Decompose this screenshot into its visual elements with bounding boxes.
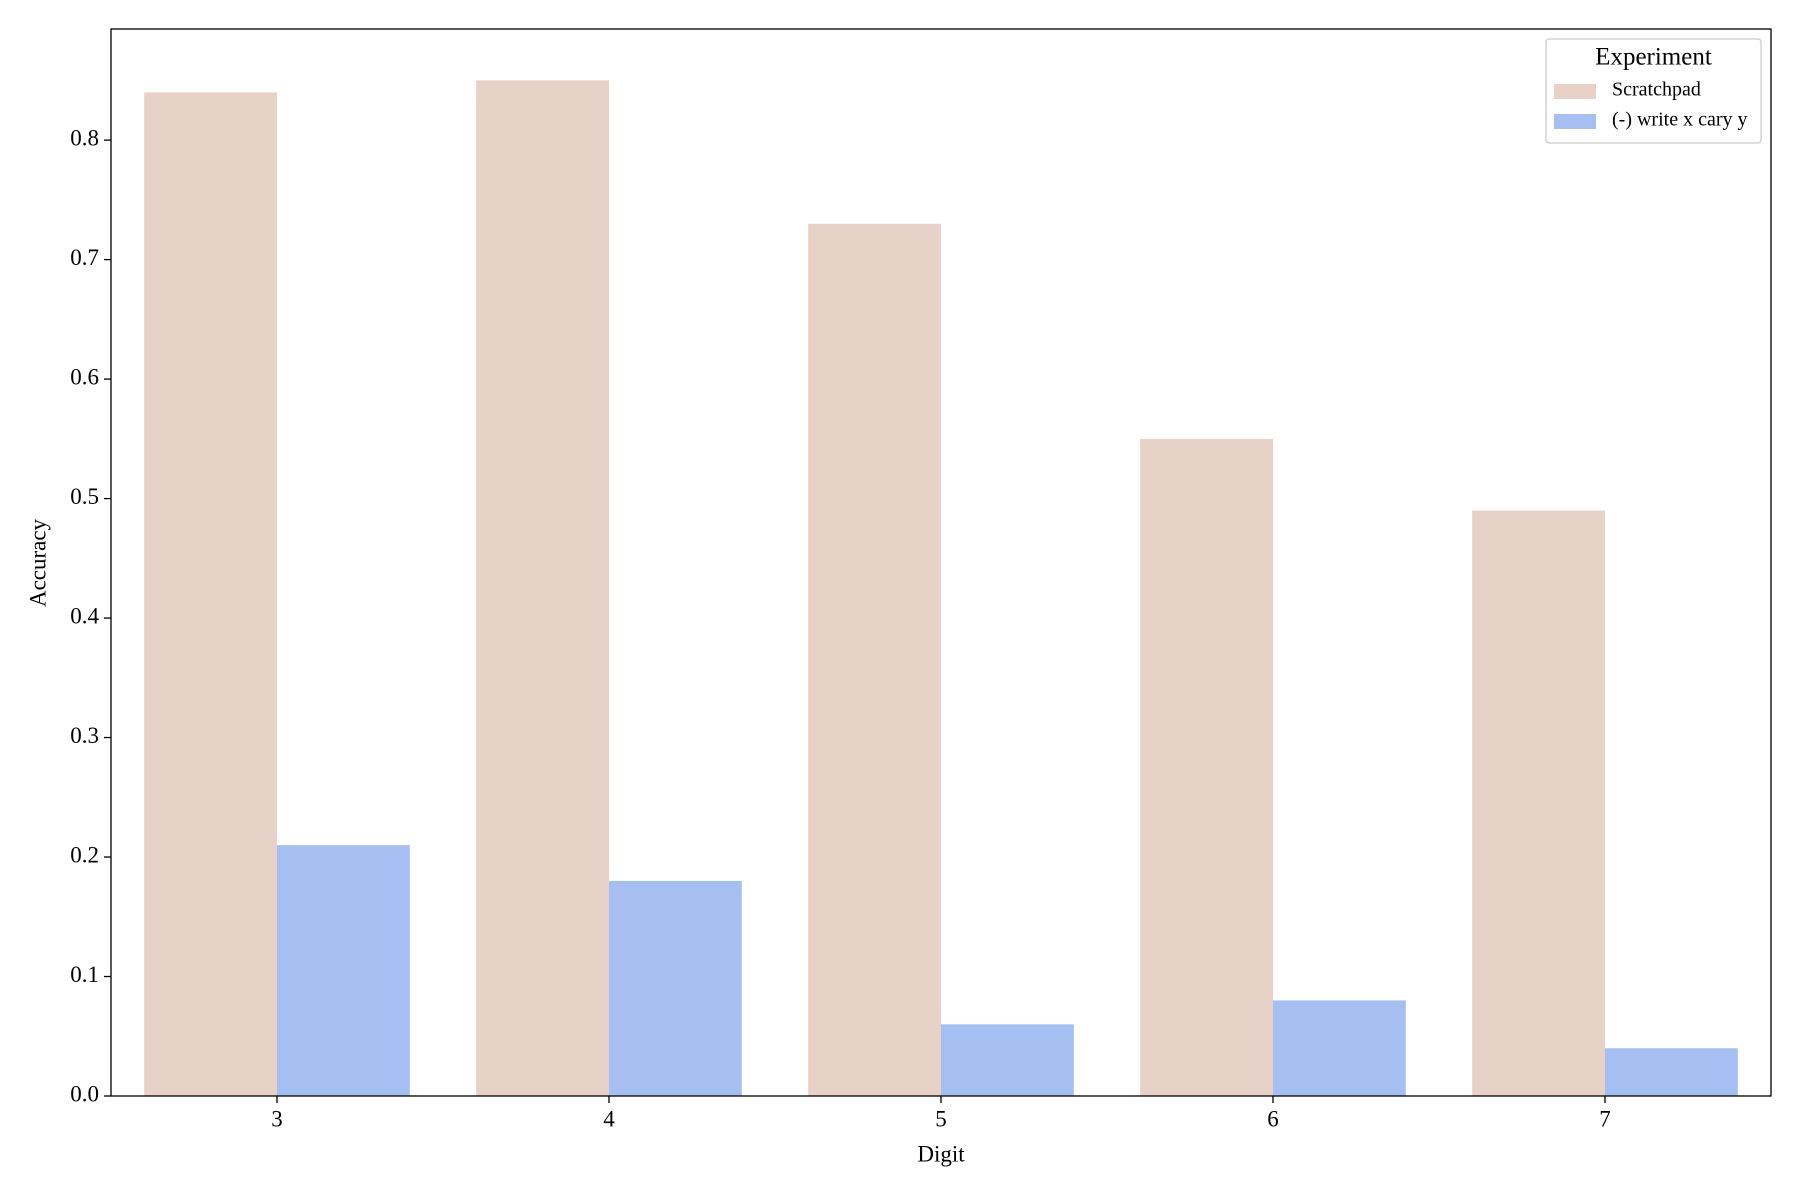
y-tick-label: 0.0 [70,1081,99,1106]
bar [1605,1048,1738,1096]
x-tick-label: 4 [603,1106,615,1131]
x-axis-label: Digit [917,1141,965,1166]
bar [277,845,410,1096]
bar [1273,1000,1406,1096]
legend: Experiment Scratchpad (-) write x cary y [1545,38,1762,144]
legend-label: Scratchpad [1612,79,1701,101]
plot-frame [110,28,1772,1097]
bar [941,1024,1074,1096]
legend-box [1545,38,1762,144]
y-tick-label: 0.2 [70,842,99,867]
legend-title: Experiment [1595,44,1712,71]
y-tick-label: 0.5 [70,484,99,509]
bar [1140,438,1273,1097]
y-tick-label: 0.6 [70,364,99,389]
x-tick-label: 7 [1599,1106,1611,1131]
legend-swatch [1554,114,1596,129]
y-tick-label: 0.1 [70,962,99,987]
y-tick-label: 0.7 [70,245,99,270]
x-tick-label: 5 [935,1106,947,1131]
bar [609,880,742,1096]
bar [144,92,277,1097]
legend-label: (-) write x cary y [1612,109,1748,131]
legend-swatch [1554,84,1596,99]
bar [1472,510,1605,1097]
y-tick-label: 0.3 [70,723,99,748]
bar [476,80,609,1097]
y-tick-label: 0.4 [70,603,99,628]
x-tick-label: 3 [271,1106,283,1131]
x-tick-label: 6 [1267,1106,1279,1131]
y-tick-label: 0.8 [70,125,99,150]
bar [808,223,941,1096]
y-axis-label: Accuracy [25,518,50,607]
